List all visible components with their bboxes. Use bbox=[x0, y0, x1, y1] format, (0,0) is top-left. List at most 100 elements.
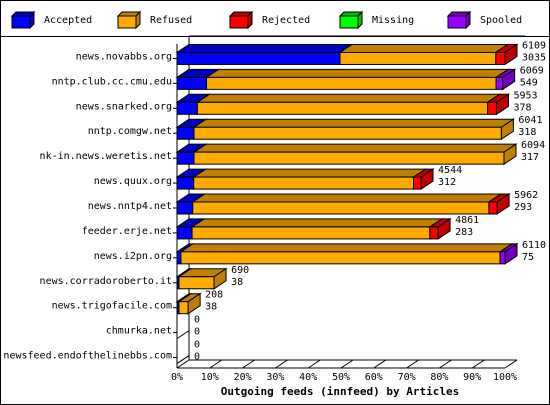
bar-front bbox=[176, 201, 194, 215]
legend-label: Missing bbox=[372, 15, 414, 26]
x-tick-label: 90% bbox=[463, 372, 481, 383]
bar-side bbox=[504, 43, 518, 66]
end-label: 283 bbox=[455, 227, 473, 238]
x-tick-label: 100% bbox=[493, 372, 517, 383]
end-label: 0 bbox=[194, 340, 200, 351]
bar-front bbox=[339, 51, 497, 65]
bar-segment bbox=[179, 243, 514, 265]
chart-title: Outgoing feeds (innfeed) by Articles bbox=[221, 385, 459, 398]
x-tick-label: 60% bbox=[365, 372, 383, 383]
x-tick bbox=[340, 359, 354, 369]
bar-front bbox=[191, 226, 431, 240]
legend-swatch bbox=[338, 10, 364, 30]
legend-label: Accepted bbox=[44, 15, 92, 26]
x-tick-label: 40% bbox=[299, 372, 317, 383]
x-tick bbox=[176, 359, 190, 369]
bar-side bbox=[495, 93, 509, 116]
bar-front bbox=[192, 201, 490, 215]
swatch-front bbox=[447, 15, 467, 29]
bar-side bbox=[502, 68, 516, 91]
x-tick-label: 70% bbox=[398, 372, 416, 383]
x-tick bbox=[307, 359, 321, 369]
end-label: 6041 bbox=[518, 115, 542, 126]
bar-segment bbox=[191, 193, 503, 215]
bar-top bbox=[195, 93, 502, 103]
x-tick bbox=[439, 359, 452, 369]
end-label: 208 bbox=[205, 290, 223, 301]
x-tick bbox=[504, 359, 518, 369]
bar-side bbox=[213, 267, 227, 290]
swatch-front bbox=[117, 15, 137, 29]
end-label: 4861 bbox=[455, 215, 479, 226]
bar-front bbox=[193, 151, 505, 165]
x-tick bbox=[406, 359, 419, 369]
legend-label: Spooled bbox=[480, 15, 522, 26]
end-label: 6069 bbox=[520, 65, 544, 76]
bar-segment bbox=[204, 68, 510, 90]
end-label: 5953 bbox=[513, 90, 537, 101]
end-label: 75 bbox=[522, 252, 534, 263]
swatch-front bbox=[229, 15, 249, 29]
bar-top bbox=[338, 43, 510, 53]
bar-segment bbox=[192, 168, 428, 190]
y-tick-label: nk-in.news.weretis.net bbox=[40, 151, 172, 162]
end-label: 318 bbox=[518, 127, 536, 138]
bar-side bbox=[503, 143, 517, 166]
y-tick-label: news.quux.org bbox=[94, 176, 172, 187]
end-label: 549 bbox=[520, 77, 538, 88]
legend-swatch bbox=[10, 10, 36, 30]
bar-side bbox=[500, 118, 514, 141]
legend-swatch bbox=[446, 10, 472, 30]
bar-front bbox=[176, 101, 198, 115]
legend-label: Refused bbox=[150, 15, 192, 26]
bar-top bbox=[179, 243, 514, 253]
bar-top bbox=[192, 118, 516, 128]
swatch-front bbox=[11, 15, 31, 29]
bar-front bbox=[176, 126, 195, 140]
bar-top bbox=[204, 68, 510, 78]
bar-segment bbox=[192, 143, 518, 165]
end-label: 312 bbox=[438, 177, 456, 188]
bar-front bbox=[180, 251, 501, 265]
bar-side bbox=[496, 193, 510, 215]
end-label: 38 bbox=[205, 302, 217, 313]
bar-front bbox=[176, 76, 208, 90]
end-label: 3035 bbox=[522, 52, 546, 63]
end-label: 5962 bbox=[514, 190, 538, 201]
x-tick-label: 80% bbox=[430, 372, 448, 383]
end-label: 378 bbox=[513, 102, 531, 113]
x-tick-label: 20% bbox=[234, 372, 252, 383]
end-label: 6094 bbox=[521, 140, 545, 151]
bar-top bbox=[192, 168, 428, 178]
bar-front bbox=[178, 301, 189, 315]
bar-segment bbox=[175, 168, 208, 190]
legend-swatch bbox=[116, 10, 142, 30]
y-tick-label: news.corradoroberto.it bbox=[40, 276, 172, 287]
y-tick-label: news.novabbs.org bbox=[76, 51, 172, 62]
y-tick-label: nntp.club.cc.cmu.edu bbox=[52, 76, 172, 87]
bar-side bbox=[187, 292, 201, 315]
x-tick bbox=[242, 359, 255, 369]
zero-bar bbox=[176, 330, 190, 340]
bar-segment bbox=[195, 93, 502, 115]
end-label: 38 bbox=[231, 277, 243, 288]
bar-segment bbox=[175, 118, 208, 140]
x-tick bbox=[275, 359, 288, 369]
zero-bar bbox=[176, 355, 190, 364]
end-label: 293 bbox=[514, 202, 532, 213]
bar-front bbox=[176, 151, 195, 165]
y-tick-label: news.i2pn.org bbox=[94, 251, 172, 262]
end-label: 4544 bbox=[438, 165, 462, 176]
x-tick bbox=[373, 359, 387, 369]
bar-front bbox=[193, 176, 414, 190]
bar-segment bbox=[338, 43, 510, 65]
bar-top bbox=[191, 193, 503, 203]
bar-front bbox=[412, 176, 422, 190]
end-label: 317 bbox=[521, 152, 539, 163]
end-label: 0 bbox=[194, 327, 200, 338]
end-label: 690 bbox=[231, 265, 249, 276]
y-tick-label: feeder.erje.net bbox=[82, 226, 172, 237]
bar-segment bbox=[175, 43, 354, 65]
